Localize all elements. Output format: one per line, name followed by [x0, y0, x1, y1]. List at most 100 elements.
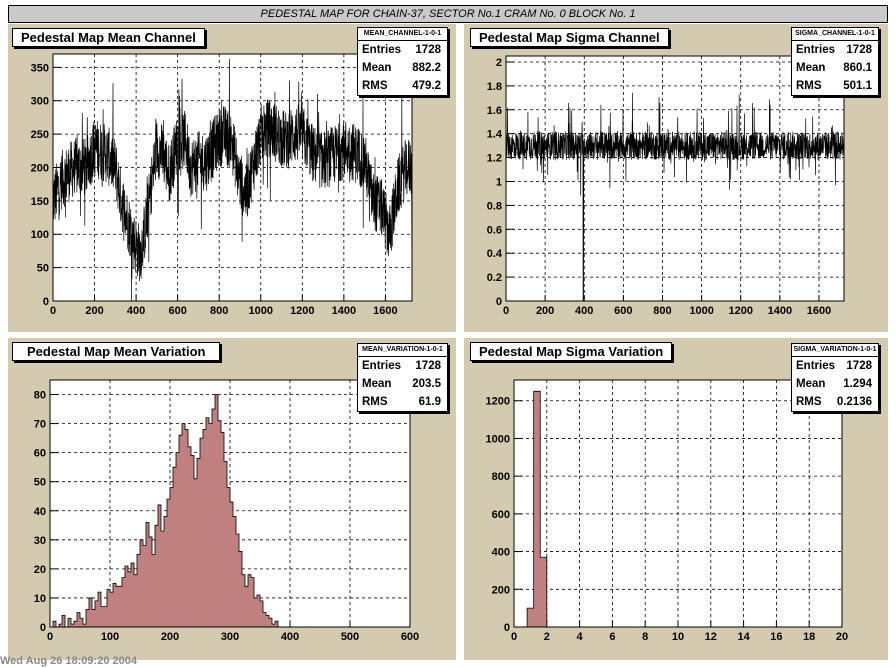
sigma-channel-title: Pedestal Map Sigma Channel — [470, 28, 669, 47]
sigma-channel-panel: 0 200 400 600 800 1000 1200 1400 1600 0 0.2 0.4 0.6 0… — [464, 24, 888, 332]
stats-name: SIGMA_VARIATION-1-0-1 — [792, 344, 878, 357]
plot-frame — [52, 53, 413, 302]
plot-frame — [513, 379, 843, 628]
y-tick-label: 800 — [492, 471, 510, 483]
stats-mean: 1.294 — [843, 378, 872, 390]
x-tick-label: 1200 — [290, 305, 314, 317]
sigma-variation-title: Pedestal Map Sigma Variation — [470, 342, 673, 361]
x-tick-label: 600 — [401, 631, 419, 643]
stats-mean: 860.1 — [843, 62, 872, 74]
plot-frame — [505, 55, 845, 302]
mean-channel-title: Pedestal Map Mean Channel — [12, 28, 205, 47]
mean-variation-stats: MEAN_VARIATION-1-0-1 Entries 1728 Mean 203… — [357, 343, 448, 412]
x-tick-label: 400 — [281, 631, 299, 643]
y-tick-label: 1.2 — [487, 153, 502, 165]
x-tick-label: 2 — [544, 631, 550, 643]
y-tick-label: 1.6 — [487, 105, 502, 117]
x-tick-label: 14 — [737, 631, 750, 643]
x-tick-label: 12 — [705, 631, 717, 643]
x-tick-label: 1600 — [807, 305, 831, 317]
y-tick-label: 600 — [492, 509, 510, 521]
stats-entries: 1728 — [846, 44, 872, 56]
y-tick-label: 50 — [34, 477, 46, 489]
y-tick-label: 100 — [31, 229, 49, 241]
y-tick-label: 150 — [31, 196, 49, 208]
x-tick-label: 500 — [341, 631, 359, 643]
y-tick-label: 2 — [496, 57, 502, 69]
x-tick-label: 8 — [642, 631, 648, 643]
mean-channel-stats: MEAN_CHANNEL-1-0-1 Entries 1728 Mean 882.2… — [357, 27, 448, 96]
stats-name: MEAN_CHANNEL-1-0-1 — [358, 28, 447, 41]
channel-line — [52, 58, 413, 302]
mean-channel-plot: 0 200 400 600 800 1000 1200 1400 1600 0 50 100 150 20… — [31, 53, 413, 317]
x-tick-label: 1200 — [728, 305, 752, 317]
y-tick-label: 70 — [34, 419, 46, 431]
y-tick-label: 1000 — [486, 433, 510, 445]
y-tick-label: 60 — [34, 448, 46, 460]
footer-text: Wed Aug 26 18:09:20 2004 — [0, 655, 137, 667]
histogram-bars — [50, 394, 284, 628]
x-tick-label: 1400 — [332, 305, 356, 317]
y-tick-label: 30 — [34, 535, 46, 547]
y-tick-label: 80 — [34, 390, 46, 402]
y-tick-label: 0 — [43, 296, 49, 308]
x-tick-label: 200 — [536, 305, 554, 317]
y-tick-label: 200 — [31, 162, 49, 174]
y-tick-label: 1.8 — [487, 81, 502, 93]
sigma-channel-stats: SIGMA_CHANNEL-1-0-1 Entries 1728 Mean 860.… — [791, 27, 879, 96]
stats-entries: 1728 — [415, 360, 441, 372]
x-tick-label: 300 — [221, 631, 239, 643]
x-tick-label: 600 — [168, 305, 186, 317]
y-tick-label: 0 — [496, 296, 502, 308]
stats-rms: 479.2 — [412, 80, 441, 92]
x-tick-label: 200 — [85, 305, 103, 317]
x-tick-label: 16 — [770, 631, 782, 643]
y-tick-label: 250 — [31, 129, 49, 141]
plot-frame — [49, 379, 411, 628]
stats-name: SIGMA_CHANNEL-1-0-1 — [792, 28, 878, 41]
y-tick-label: 1 — [496, 176, 502, 188]
y-tick-label: 1200 — [486, 396, 510, 408]
y-tick-label: 0.8 — [487, 200, 502, 212]
x-tick-label: 800 — [210, 305, 228, 317]
stats-entries: 1728 — [846, 360, 872, 372]
x-tick-label: 18 — [803, 631, 815, 643]
stats-rms: 501.1 — [843, 80, 872, 92]
stats-mean: 203.5 — [412, 378, 441, 390]
x-tick-label: 100 — [101, 631, 119, 643]
y-tick-label: 0 — [504, 622, 510, 634]
mean-variation-title: Pedestal Map Mean Variation — [12, 342, 221, 361]
sigma-channel-plot: 0 200 400 600 800 1000 1200 1400 1600 0 0.2 0.4 0.6 0… — [487, 55, 845, 317]
x-tick-label: 10 — [672, 631, 684, 643]
mean-variation-panel: 0 100 200 300 400 500 600 0 10 20 30 40 50 60 70 80 Ped… — [8, 338, 456, 660]
y-tick-label: 1.4 — [487, 129, 503, 141]
y-tick-label: 300 — [31, 96, 49, 108]
sigma-variation-stats: SIGMA_VARIATION-1-0-1 Entries 1728 Mean 1.… — [791, 343, 879, 412]
y-tick-label: 0 — [40, 622, 46, 634]
y-tick-label: 200 — [492, 584, 510, 596]
page-title: PEDESTAL MAP FOR CHAIN-37, SECTOR No.1 C… — [8, 5, 888, 23]
x-tick-label: 0 — [47, 631, 53, 643]
x-tick-label: 600 — [614, 305, 632, 317]
sigma-variation-panel: 0 2 4 6 8 10 12 14 16 18 20 0 200 400 600 800 1000 1200 P… — [464, 338, 888, 660]
stats-name: MEAN_VARIATION-1-0-1 — [358, 344, 447, 357]
stats-rms: 0.2136 — [836, 396, 872, 408]
y-tick-label: 400 — [492, 547, 510, 559]
channel-line — [505, 92, 845, 302]
x-tick-label: 0 — [50, 305, 56, 317]
x-tick-label: 200 — [161, 631, 179, 643]
x-tick-label: 1600 — [373, 305, 397, 317]
x-tick-label: 20 — [836, 631, 848, 643]
x-tick-label: 4 — [577, 631, 584, 643]
y-tick-label: 0.2 — [487, 272, 502, 284]
x-tick-label: 1000 — [689, 305, 713, 317]
mean-channel-panel: 0 200 400 600 800 1000 1200 1400 1600 0 50 100 150 20… — [8, 24, 456, 332]
plot-area — [506, 56, 844, 301]
stats-rms: 61.9 — [418, 396, 441, 408]
x-tick-label: 400 — [127, 305, 145, 317]
stats-mean: 882.2 — [412, 62, 441, 74]
x-tick-label: 1000 — [249, 305, 273, 317]
y-tick-label: 0.4 — [487, 248, 503, 260]
stats-entries: 1728 — [415, 44, 441, 56]
